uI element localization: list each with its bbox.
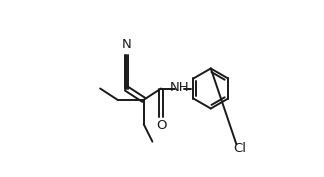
Text: Cl: Cl <box>233 142 246 155</box>
Text: O: O <box>156 119 167 132</box>
Text: N: N <box>122 38 131 52</box>
Text: NH: NH <box>169 81 189 94</box>
